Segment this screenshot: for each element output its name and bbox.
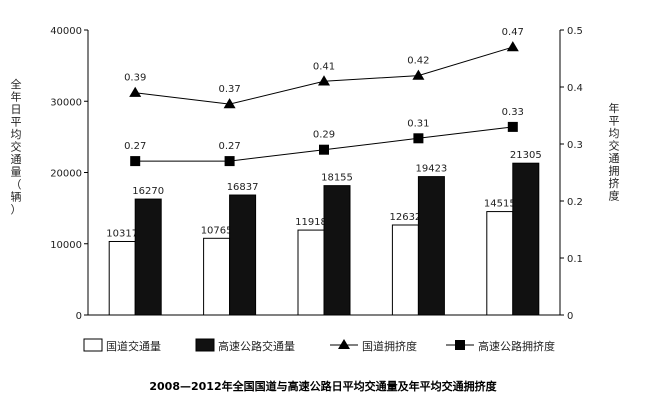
axis-title-char: 量	[11, 166, 22, 179]
marker-expressway-congestion	[507, 121, 518, 132]
left-axis: 0 10000 20000 30000 40000	[50, 26, 88, 322]
left-tick-label: 20000	[50, 169, 82, 180]
bar-national-road	[297, 229, 325, 316]
line-label-expressway-congestion: 0.29	[313, 130, 335, 141]
marker-national-congestion	[318, 75, 330, 86]
right-tick-label: 0.2	[567, 197, 583, 208]
right-axis: 0 0.1 0.2 0.3 0.4 0.5	[560, 26, 583, 322]
bar-label-national-road: 10765	[201, 225, 233, 236]
axis-title-char: 通	[609, 152, 620, 165]
bar-label-national-road: 11918	[295, 217, 327, 228]
right-axis-title: 年平均交通拥挤度	[609, 101, 620, 203]
line-label-national-congestion: 0.47	[502, 27, 524, 38]
line-label-national-congestion: 0.39	[124, 73, 146, 84]
line-label-expressway-congestion: 0.31	[407, 118, 429, 129]
marker-national-congestion	[506, 41, 519, 52]
line-label-expressway-congestion: 0.27	[218, 141, 240, 152]
legend-label-expressway-congestion: 高速公路拥挤度	[478, 339, 555, 353]
axis-title-char: 日	[11, 103, 22, 116]
marker-national-congestion	[129, 86, 142, 97]
right-tick-label: 0	[567, 311, 573, 322]
left-tick-label: 0	[76, 311, 82, 322]
bar-national-road	[203, 237, 231, 316]
legend-label-expressway: 高速公路交通量	[218, 339, 295, 353]
bar-national-road	[486, 211, 514, 316]
bars: 10317 16270 10765 16837 11918 18155 12632 19423…	[106, 150, 542, 316]
axis-title-char: ）	[11, 203, 22, 216]
bar-label-national-road: 10317	[106, 228, 138, 239]
legend-marker-expressway-congestion	[455, 340, 465, 350]
bar-label-national-road: 14515	[484, 199, 516, 210]
line-label-national-congestion: 0.37	[218, 84, 240, 95]
lines: 0.39 0.37 0.41 0.42 0.47 0.27 0.27 0.29 0.31 0.33	[124, 27, 524, 167]
line-label-national-congestion: 0.42	[407, 56, 429, 67]
bar-label-national-road: 12632	[389, 212, 421, 223]
axis-title-char: （	[11, 178, 22, 191]
axis-title-char: 交	[609, 139, 620, 153]
axis-title-char: 均	[609, 127, 620, 140]
bar-label-expressway: 18155	[321, 173, 353, 184]
bar-expressway	[229, 194, 257, 316]
right-tick-label: 0.1	[567, 254, 583, 265]
axis-title-char: 交	[11, 140, 22, 154]
marker-expressway-congestion	[130, 156, 141, 167]
marker-expressway-congestion	[413, 133, 424, 144]
bar-national-road	[391, 224, 419, 316]
axis-title-char: 平	[11, 116, 22, 129]
bar-expressway	[134, 198, 162, 316]
line-label-national-congestion: 0.41	[313, 61, 335, 72]
legend-swatch-national-road	[83, 338, 103, 352]
legend-marker-national-congestion	[338, 339, 350, 349]
axis-title-char: 年	[11, 90, 22, 104]
left-tick-label: 10000	[50, 240, 82, 251]
marker-national-congestion	[223, 98, 236, 109]
axis-title-char: 度	[609, 189, 620, 203]
bar-label-expressway: 21305	[510, 150, 542, 161]
axis-title-char: 拥	[609, 164, 620, 178]
right-tick-label: 0.3	[567, 140, 583, 151]
chart-title: 2008—2012年全国国道与高速公路日平均交通量及年平均交通拥挤度	[149, 379, 497, 393]
axis-title-char: 通	[11, 153, 22, 166]
bar-label-expressway: 16837	[227, 182, 259, 193]
legend: 国道交通量 高速公路交通量 国道拥挤度 高速公路拥挤度	[83, 338, 555, 353]
legend-label-national-road: 国道交通量	[106, 339, 161, 353]
bar-expressway	[512, 162, 540, 316]
right-tick-label: 0.5	[567, 26, 583, 37]
axis-title-char: 挤	[609, 176, 620, 190]
axis-title-char: 平	[609, 115, 620, 128]
left-tick-label: 40000	[50, 26, 82, 37]
axis-title-char: 辆	[11, 190, 22, 204]
marker-expressway-congestion	[319, 144, 329, 155]
legend-label-national-congestion: 国道拥挤度	[362, 339, 417, 353]
legend-swatch-expressway	[195, 338, 215, 352]
line-label-expressway-congestion: 0.33	[502, 107, 524, 118]
axis-title-char: 年	[609, 101, 620, 115]
bar-label-expressway: 19423	[415, 164, 447, 175]
bar-expressway	[323, 185, 351, 316]
left-tick-label: 30000	[50, 97, 82, 108]
bar-national-road	[108, 240, 136, 316]
bar-expressway	[417, 176, 445, 316]
right-tick-label: 0.4	[567, 83, 583, 94]
axis-title-char: 全	[11, 77, 22, 91]
bar-label-expressway: 16270	[132, 186, 164, 197]
line-label-expressway-congestion: 0.27	[124, 141, 146, 152]
marker-expressway-congestion	[224, 156, 235, 167]
marker-national-congestion	[412, 69, 425, 80]
axis-title-char: 均	[11, 128, 22, 141]
